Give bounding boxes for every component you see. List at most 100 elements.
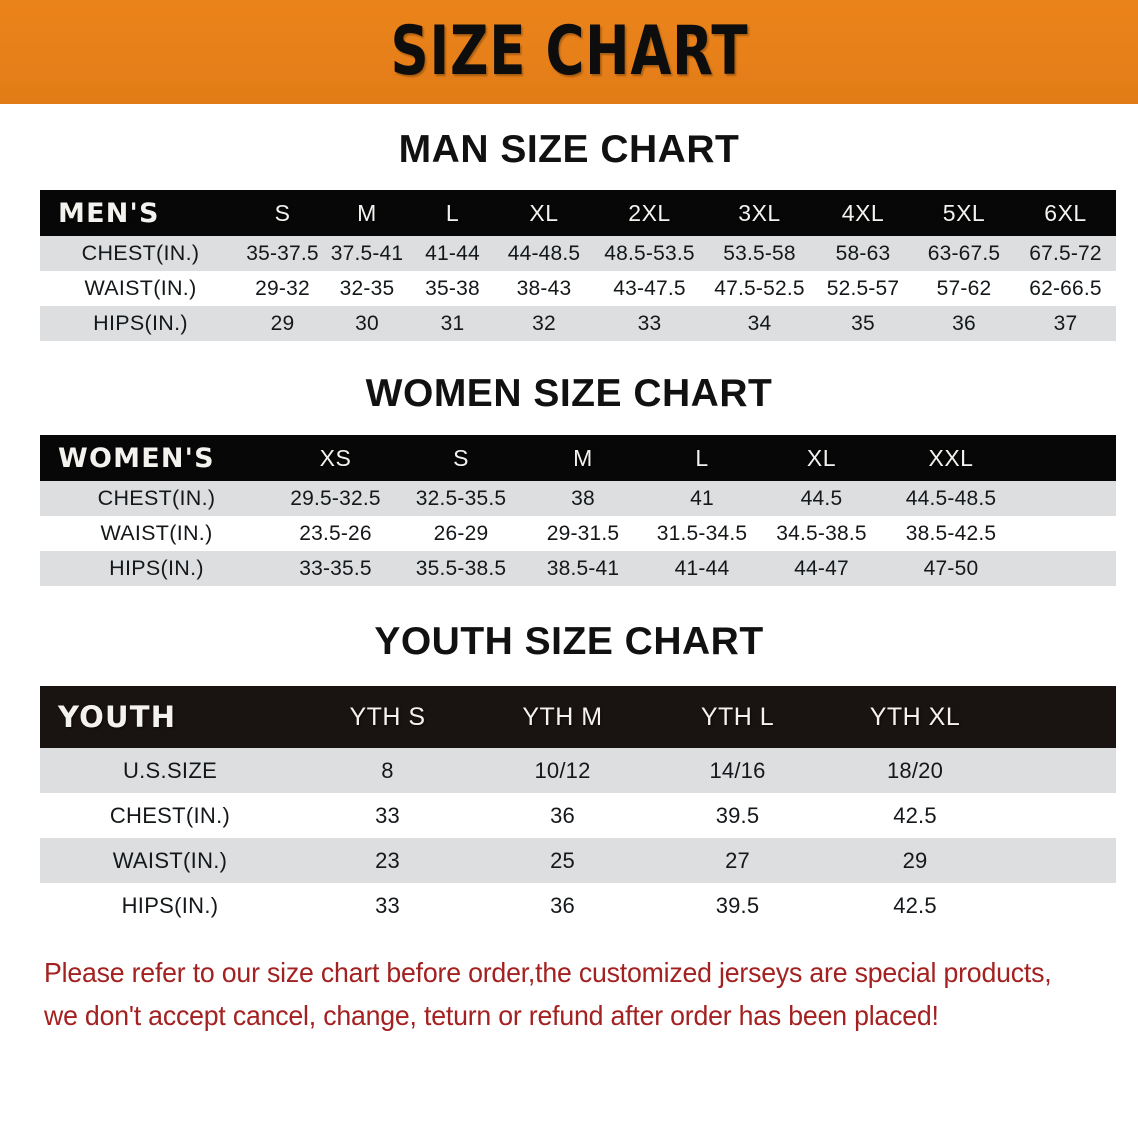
women-col-header-3: L [695,444,709,471]
man-cell-1-4: 43-47.5 [613,276,686,300]
table-row: WAIST(IN.) 23.5-26 26-29 29-31.5 31.5-34… [40,516,1116,551]
man-cell-2-2: 31 [440,311,465,335]
man-cell-2-0: 29 [270,311,295,335]
women-cell-2-4: 44-47 [794,556,849,580]
table-row: CHEST(IN.) 29.5-32.5 32.5-35.5 38 41 44.… [40,481,1116,516]
man-cell-0-8: 67.5-72 [1029,241,1102,265]
table-row: WAIST(IN.) 29-32 32-35 35-38 38-43 43-47… [40,271,1116,306]
youth-row-label-2: WAIST(IN.) [112,847,228,873]
women-cell-2-1: 35.5-38.5 [415,556,507,580]
man-cell-1-8: 62-66.5 [1029,276,1102,300]
women-cell-2-2: 38.5-41 [546,556,620,580]
man-cell-2-8: 37 [1053,311,1078,335]
youth-cell-0-1: 10/12 [534,757,591,783]
man-size-section: MAN SIZE CHART MEN'S S M L XL 2XL 3XL 4X… [0,130,1138,341]
youth-size-table: YOUTH YTH S YTH M YTH L YTH XL U.S.SIZE … [40,686,1116,928]
women-cell-2-3: 41-44 [674,556,730,580]
women-cell-1-6 [1021,516,1116,551]
women-corner-label: WOMEN'S [58,442,215,474]
man-cell-2-6: 35 [851,311,875,335]
man-table-wrapper: MEN'S S M L XL 2XL 3XL 4XL 5XL 6XL CHEST… [40,190,1116,341]
disclaimer-note: Please refer to our size chart before or… [44,952,1063,1037]
women-cell-0-1: 32.5-35.5 [415,486,507,510]
man-cell-0-0: 35-37.5 [246,241,319,265]
youth-table-head: YOUTH YTH S YTH M YTH L YTH XL [40,686,1116,748]
man-table-head: MEN'S S M L XL 2XL 3XL 4XL 5XL 6XL [40,190,1116,236]
women-cell-1-0: 23.5-26 [299,521,372,545]
women-col-header-4: XL [806,444,837,471]
women-cell-2-5: 47-50 [923,556,979,580]
women-cell-0-0: 29.5-32.5 [290,486,381,510]
man-col-header-3: XL [529,199,559,226]
youth-table-wrapper: YOUTH YTH S YTH M YTH L YTH XL U.S.SIZE … [40,686,1116,928]
man-cell-1-0: 29-32 [255,276,310,300]
women-cell-1-5: 38.5-42.5 [905,521,997,545]
youth-row-label-0: U.S.SIZE [122,757,218,783]
man-col-header-4: 2XL [628,199,671,226]
man-table-body: CHEST(IN.) 35-37.5 37.5-41 41-44 44-48.5… [40,236,1116,341]
youth-cell-3-2: 39.5 [715,892,760,918]
women-table-body: CHEST(IN.) 29.5-32.5 32.5-35.5 38 41 44.… [40,481,1116,586]
man-col-header-6: 4XL [841,199,885,226]
man-cell-0-4: 48.5-53.5 [604,241,695,265]
youth-cell-3-1: 36 [550,892,575,918]
youth-col-header-2: YTH L [700,702,775,731]
page-banner: SIZE CHART [0,0,1138,104]
women-cell-2-6 [1021,551,1116,586]
women-row-label-0: CHEST(IN.) [97,486,216,510]
women-table-head: WOMEN'S XS S M L XL XXL [40,435,1116,481]
man-cell-0-3: 44-48.5 [507,241,581,265]
man-cell-0-1: 37.5-41 [330,241,404,265]
women-header-row: WOMEN'S XS S M L XL XXL [40,435,1116,481]
youth-cell-0-4 [1005,748,1116,793]
women-size-table: WOMEN'S XS S M L XL XXL CHEST(IN.) 29.5-… [40,435,1116,586]
women-cell-0-3: 41 [690,486,714,510]
youth-cell-1-0: 33 [375,802,400,828]
man-col-header-8: 6XL [1044,199,1087,226]
youth-cell-0-0: 8 [381,757,394,783]
youth-col-header-4 [1005,686,1116,748]
man-row-label-0: CHEST(IN.) [81,241,200,265]
table-row: CHEST(IN.) 35-37.5 37.5-41 41-44 44-48.5… [40,236,1116,271]
youth-cell-2-4 [1005,838,1116,883]
women-size-section: WOMEN SIZE CHART WOMEN'S XS S M L XL XXL… [0,374,1138,586]
man-cell-2-7: 36 [952,311,976,335]
women-cell-0-5: 44.5-48.5 [905,486,997,510]
youth-cell-2-3: 29 [902,847,928,873]
women-col-header-1: S [453,444,469,471]
women-col-header-2: M [573,444,593,471]
man-section-title: MAN SIZE CHART [398,128,740,171]
youth-cell-3-3: 42.5 [893,892,937,918]
disclaimer-line-2: we don't accept cancel, change, teturn o… [44,999,939,1031]
youth-cell-1-3: 42.5 [893,802,937,828]
man-col-header-1: M [357,199,377,226]
youth-cell-0-3: 18/20 [886,757,944,783]
man-cell-1-5: 47.5-52.5 [714,276,805,300]
man-header-row: MEN'S S M L XL 2XL 3XL 4XL 5XL 6XL [40,190,1116,236]
man-row-label-1: WAIST(IN.) [84,276,197,300]
women-cell-0-4: 44.5 [800,486,843,510]
youth-cell-3-0: 33 [375,892,400,918]
women-section-title: WOMEN SIZE CHART [365,372,773,415]
table-row: HIPS(IN.) 29 30 31 32 33 34 35 36 37 [40,306,1116,341]
man-cell-0-7: 63-67.5 [927,241,1001,265]
table-row: U.S.SIZE 8 10/12 14/16 18/20 [40,748,1116,793]
man-cell-1-7: 57-62 [936,276,992,300]
disclaimer-line-1: Please refer to our size chart before or… [44,957,1052,988]
youth-col-header-3: YTH XL [869,702,961,731]
youth-cell-0-2: 14/16 [709,757,766,783]
table-row: HIPS(IN.) 33 36 39.5 42.5 [40,883,1116,928]
man-col-header-2: L [445,199,460,226]
man-cell-1-1: 32-35 [339,276,395,300]
youth-cell-2-0: 23 [375,847,400,873]
women-cell-0-2: 38 [571,486,595,510]
women-col-header-0: XS [319,444,352,471]
man-row-label-2: HIPS(IN.) [93,311,188,335]
table-row: WAIST(IN.) 23 25 27 29 [40,838,1116,883]
women-cell-1-1: 26-29 [433,521,489,545]
women-cell-1-2: 29-31.5 [546,521,620,545]
man-corner-label: MEN'S [58,197,160,229]
man-cell-1-3: 38-43 [516,276,572,300]
women-cell-1-4: 34.5-38.5 [776,521,867,545]
man-cell-0-6: 58-63 [835,241,891,265]
